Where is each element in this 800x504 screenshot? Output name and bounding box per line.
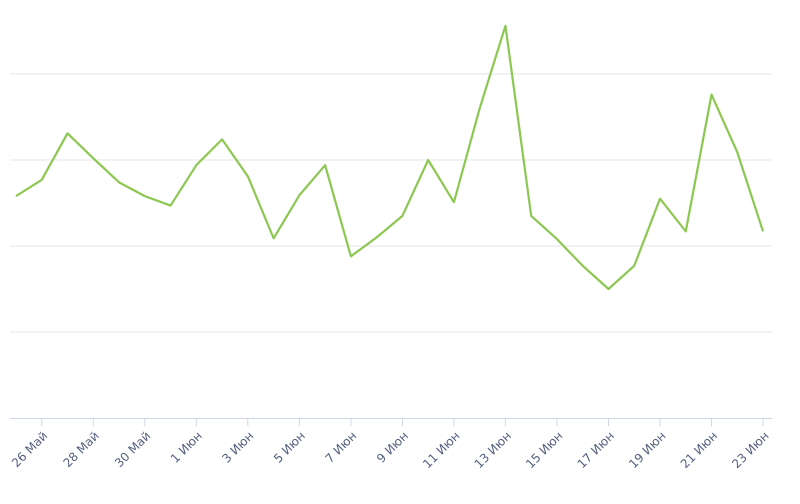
- x-tick-label: 15 Июн: [523, 429, 565, 471]
- data-line: [15, 24, 765, 291]
- x-tick-label: 7 Июн: [322, 429, 359, 466]
- x-tick-label: 11 Июн: [420, 429, 462, 471]
- x-tick-label: 19 Июн: [626, 429, 668, 471]
- x-tick-label: 5 Июн: [271, 429, 308, 466]
- x-tick-label: 30 Май: [112, 429, 153, 470]
- x-tick-label: 17 Июн: [575, 429, 617, 471]
- x-tick-label: 28 Май: [60, 429, 101, 470]
- x-tick-label: 3 Июн: [219, 429, 256, 466]
- x-tick-label: 21 Июн: [678, 429, 720, 471]
- x-tick-label: 26 Май: [9, 429, 50, 470]
- x-tick-label: 13 Июн: [472, 429, 514, 471]
- x-tick-label: 23 Июн: [729, 429, 771, 471]
- x-tick-label: 1 Июн: [168, 429, 205, 466]
- x-tick-label: 9 Июн: [374, 429, 411, 466]
